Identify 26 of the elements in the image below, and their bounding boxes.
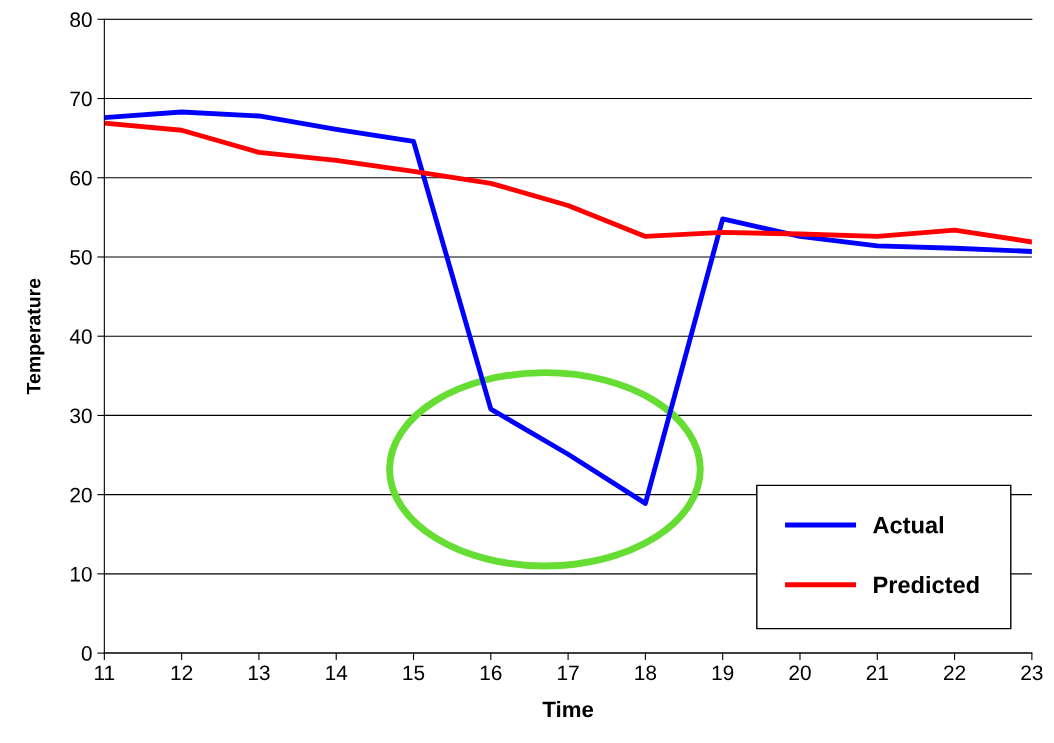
y-tick-label: 0 (81, 646, 92, 661)
legend-label: Actual (873, 516, 943, 534)
y-tick-label: 70 (70, 91, 92, 107)
y-tick-label: 20 (70, 487, 92, 503)
legend-label: Predicted (874, 575, 979, 594)
y-tick-label: 50 (70, 249, 92, 265)
x-tick-label: 13 (248, 665, 270, 681)
x-tick-label: 14 (326, 665, 348, 680)
x-tick-label: 15 (403, 665, 425, 681)
x-tick-label: 22 (944, 665, 966, 680)
x-axis-title: Time (542, 700, 594, 718)
x-tick-label: 21 (866, 665, 888, 680)
x-tick-label: 16 (480, 665, 502, 681)
y-tick-label: 40 (69, 329, 92, 344)
x-tick-label: 23 (1021, 665, 1043, 681)
x-tick-label: 11 (95, 665, 115, 680)
x-tick-label: 20 (789, 665, 811, 681)
x-tick-label: 18 (635, 665, 657, 681)
y-tick-label: 10 (70, 566, 92, 582)
y-tick-label: 80 (70, 12, 92, 28)
y-axis-title: Temperature (26, 278, 45, 395)
y-tick-label: 60 (70, 170, 92, 186)
x-tick-label: 17 (558, 665, 579, 680)
y-tick-label: 30 (70, 408, 92, 424)
x-tick-label: 12 (171, 665, 193, 680)
x-tick-label: 19 (712, 665, 734, 681)
